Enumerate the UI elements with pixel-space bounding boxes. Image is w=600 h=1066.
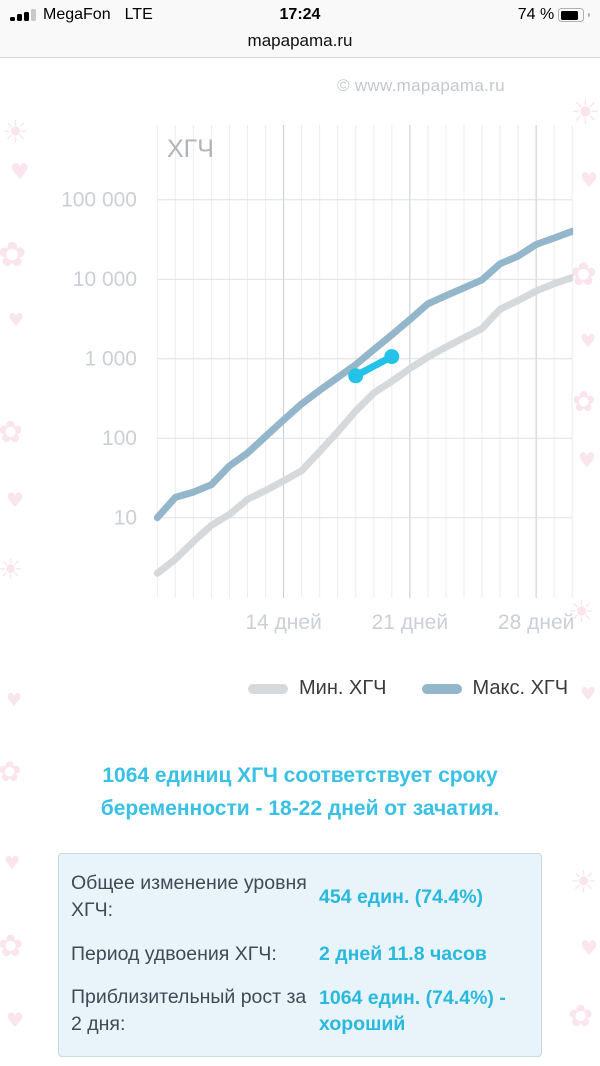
max-hcg-line <box>153 227 574 522</box>
y-tick-label: 10 000 <box>73 268 137 291</box>
table-row: Период удвоения ХГЧ: 2 дней 11.8 часов <box>71 933 529 976</box>
row-label: Приблизительный рост за 2 дня: <box>71 985 307 1036</box>
user-data-point <box>384 349 400 365</box>
network-type-label: LTE <box>124 6 153 23</box>
row-value: 2 дней 11.8 часов <box>319 943 487 966</box>
row-value: 1064 един. (74.4%) - хороший <box>319 986 506 1036</box>
min-line-swatch <box>248 683 288 694</box>
battery-percent-label: 74 % <box>517 6 555 23</box>
y-tick-label: 100 <box>102 427 137 450</box>
min-hcg-line <box>153 274 574 577</box>
chart-title: ХГЧ <box>167 135 214 163</box>
row-label: Общее изменение уровня ХГЧ: <box>71 872 307 922</box>
user-measurement-series[interactable] <box>348 349 400 384</box>
y-tick-label: 1 000 <box>84 348 137 371</box>
legend-label-max: Макс. ХГЧ <box>472 677 569 699</box>
table-row: Общее изменение уровня ХГЧ: 454 един. (7… <box>71 862 529 933</box>
table-row: Приблизительный рост за 2 дня: 1064 един… <box>71 976 529 1047</box>
watermark: © www.mapapama.ru <box>337 76 505 95</box>
row-label: Период удвоения ХГЧ: <box>71 942 277 965</box>
url-bar[interactable]: mapapama.ru <box>0 30 600 58</box>
x-tick-label: 28 дней <box>498 611 574 634</box>
max-line-swatch <box>421 683 462 694</box>
battery-tip <box>588 12 590 18</box>
legend-item-max: Макс. ХГЧ <box>421 677 569 700</box>
results-card: Общее изменение уровня ХГЧ: 454 един. (7… <box>58 853 542 1058</box>
clock: 17:24 <box>279 6 321 23</box>
legend-label-min: Мин. ХГЧ <box>299 677 387 699</box>
chart-legend: Мин. ХГЧ Макс. ХГЧ <box>248 677 568 700</box>
y-tick-label: 100 000 <box>61 189 137 212</box>
row-value: 454 един. (74.4%) <box>319 886 484 909</box>
legend-item-min: Мин. ХГЧ <box>248 677 387 700</box>
user-data-point <box>348 368 364 384</box>
battery-icon <box>558 8 585 22</box>
status-bar: MegaFon LTE 17:24 74 % <box>0 0 600 30</box>
signal-strength-icon <box>10 9 36 21</box>
carrier-label: MegaFon <box>43 6 111 23</box>
result-headline: 1064 единиц ХГЧ соответствует сроку бере… <box>100 764 500 820</box>
url-text[interactable]: mapapama.ru <box>247 31 353 50</box>
x-tick-label: 14 дней <box>245 611 321 634</box>
x-tick-label: 21 дней <box>372 611 448 634</box>
y-tick-label: 10 <box>114 507 137 530</box>
